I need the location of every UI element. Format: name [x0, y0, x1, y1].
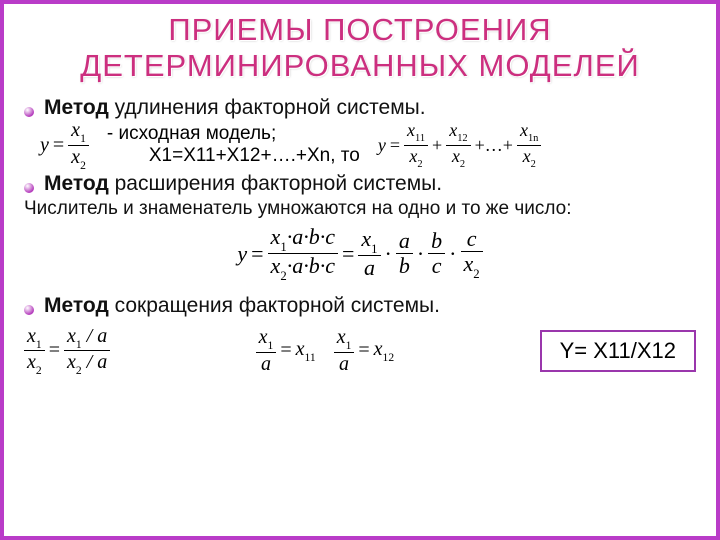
bullet-dot-icon: [24, 183, 34, 193]
bullet-dot-icon: [24, 305, 34, 315]
bullet-dot-icon: [24, 107, 34, 117]
method1-row: y = x1 x2 - исходная модель; X1=X11+X12+…: [40, 120, 696, 170]
page-title: ПРИЕМЫ ПОСТРОЕНИЯ ДЕТЕРМИНИРОВАННЫХ МОДЕ…: [4, 12, 716, 84]
method1-expanded-eq: y= x11x2 + x12x2 +…+ x1nx2: [378, 121, 542, 170]
method1-note: - исходная модель;: [107, 123, 360, 145]
method2-desc: Числитель и знаменатель умножаются на од…: [24, 198, 696, 220]
bullet-method1: Метод удлинения факторной системы.: [24, 96, 696, 120]
method1-line2: X1=X11+X12+….+Xn, то: [149, 145, 360, 167]
method3-eqrow: x1x2 = x1 / ax2 / a x1a = x11 x1a = x12 …: [24, 326, 696, 376]
method2-eq: y= x1·a·b·c x2·a·b·c = x1a · ab · bc · c…: [24, 226, 696, 281]
method1-source-eq: y = x1 x2: [40, 120, 89, 170]
result-box: Y= X11/X12: [540, 330, 696, 372]
method3-heading: Метод сокращения факторной системы.: [44, 294, 440, 318]
bullet-method3: Метод сокращения факторной системы.: [24, 294, 696, 318]
method1-heading: Метод удлинения факторной системы.: [44, 96, 426, 120]
method2-heading: Метод расширения факторной системы.: [44, 172, 442, 196]
content: Метод удлинения факторной системы. y = x…: [4, 96, 716, 376]
bullet-method2: Метод расширения факторной системы.: [24, 172, 696, 196]
